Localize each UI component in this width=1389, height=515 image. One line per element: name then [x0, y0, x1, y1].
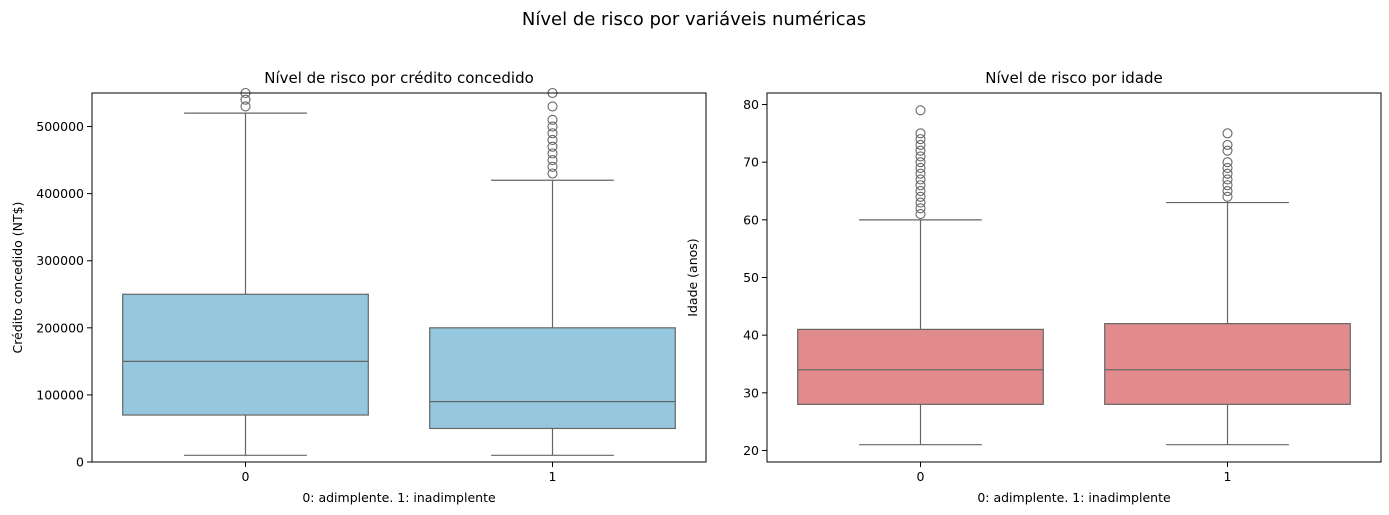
- outlier-point: [547, 128, 558, 139]
- outlier-point: [915, 134, 926, 145]
- y-tick-label: 100000: [36, 387, 84, 402]
- outlier-point: [915, 151, 926, 162]
- outlier-point: [1222, 185, 1233, 197]
- y-tick-label: 300000: [36, 253, 84, 268]
- outlier-point: [547, 141, 558, 152]
- x-tick-label: 1: [549, 469, 557, 484]
- plot-frame: [766, 92, 1382, 463]
- y-tick-label: 30: [743, 385, 759, 400]
- outlier-point: [547, 155, 558, 166]
- x-axis-label: 0: adimplente. 1: inadimplente: [302, 490, 496, 505]
- x-tick-label: 0: [242, 469, 250, 484]
- outlier-point: [915, 162, 926, 174]
- outlier-point: [547, 161, 558, 172]
- outlier-point: [1222, 139, 1233, 150]
- y-tick-label: 70: [743, 155, 759, 170]
- iqr-box: [122, 293, 369, 416]
- credit-boxplot-panel: Nível de risco por crédito concedido0100…: [10, 69, 707, 505]
- iqr-box: [797, 328, 1044, 405]
- panel-title: Nível de risco por crédito concedido: [264, 69, 534, 87]
- outlier-point: [915, 185, 926, 197]
- outlier-point: [240, 101, 251, 112]
- outlier-point: [547, 114, 558, 125]
- iqr-box: [429, 327, 676, 430]
- y-tick-label: 80: [743, 97, 759, 112]
- y-tick-label: 40: [743, 328, 759, 343]
- outlier-point: [1222, 157, 1233, 168]
- outlier-point: [915, 174, 926, 185]
- outlier-point: [547, 134, 558, 146]
- y-tick-label: 50: [743, 270, 759, 285]
- outlier-point: [915, 157, 926, 168]
- outlier-point: [1222, 174, 1233, 185]
- y-tick-label: 500000: [36, 119, 84, 134]
- outlier-point: [915, 128, 926, 139]
- outlier-point: [547, 168, 558, 179]
- outlier-point: [1222, 162, 1233, 174]
- iqr-box: [1104, 323, 1351, 405]
- outlier-point: [1222, 145, 1233, 156]
- outlier-point: [915, 197, 926, 208]
- outlier-point: [915, 191, 926, 202]
- x-tick-label: 0: [917, 469, 925, 484]
- outlier-point: [915, 105, 926, 116]
- outlier-point: [547, 101, 558, 112]
- outlier-point: [915, 145, 926, 156]
- y-tick-label: 0: [76, 455, 84, 470]
- figure-title: Nível de risco por variáveis numéricas: [522, 9, 866, 30]
- x-axis-label: 0: adimplente. 1: inadimplente: [977, 490, 1171, 505]
- outlier-point: [915, 209, 926, 220]
- y-tick-label: 60: [743, 212, 759, 227]
- x-tick-label: 1: [1224, 469, 1232, 484]
- outlier-point: [915, 139, 926, 150]
- age-boxplot-panel: Nível de risco por idade 20 30 40 50 60 70 80 Id…: [685, 69, 1382, 505]
- y-tick-label: 20: [743, 443, 759, 458]
- outlier-point: [915, 168, 926, 179]
- plot-frame: [91, 92, 707, 463]
- outlier-point: [1222, 128, 1233, 139]
- outlier-point: [1222, 180, 1233, 191]
- y-axis-label: Idade (anos): [685, 238, 700, 316]
- y-tick-label: 200000: [36, 320, 84, 335]
- y-tick-label: 400000: [36, 186, 84, 201]
- outlier-point: [1222, 168, 1233, 179]
- outlier-point: [1222, 191, 1233, 202]
- outlier-point: [915, 180, 926, 191]
- outlier-point: [240, 94, 251, 105]
- outlier-point: [547, 121, 558, 132]
- panel-title: Nível de risco por idade: [985, 69, 1163, 87]
- outlier-point: [547, 148, 558, 159]
- y-axis-label: Crédito concedido (NT$): [10, 202, 25, 354]
- outlier-point: [915, 203, 926, 214]
